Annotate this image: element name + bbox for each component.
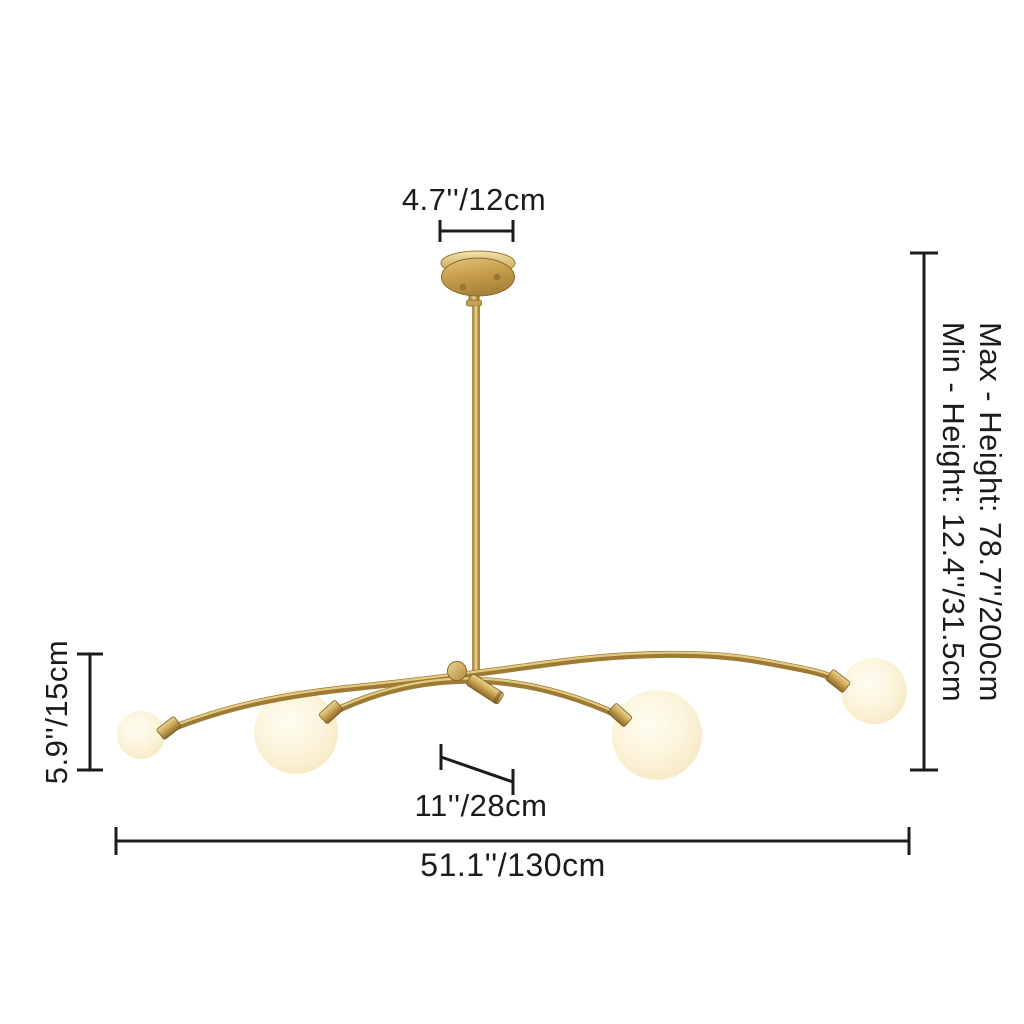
center-sleeve <box>466 673 504 705</box>
arm-long <box>164 650 844 734</box>
rod-shaft <box>472 306 480 672</box>
body-height-dimension <box>77 652 103 772</box>
height-range-label: Max - Height: 78.7''/200cm Min - Height:… <box>935 282 1009 742</box>
globe-far-left <box>117 711 165 759</box>
down-rod <box>466 288 482 672</box>
height-range-dimension <box>910 251 938 772</box>
body-height-label: 5.9''/15cm <box>39 639 74 785</box>
min-height-label: Min - Height: 12.4''/31.5cm <box>936 321 971 703</box>
dimension-lines <box>77 220 938 855</box>
canopy-screw <box>493 273 501 281</box>
globe-far-right <box>841 658 907 724</box>
max-height-label: Max - Height: 78.7''/200cm <box>973 322 1008 702</box>
socket-mid-left <box>318 700 344 724</box>
globe-mid-right <box>612 690 702 780</box>
chandelier <box>117 250 907 780</box>
rod-collar <box>466 299 482 307</box>
hub-offset-dimension <box>439 744 515 795</box>
overall-width-label: 51.1''/130cm <box>420 847 606 883</box>
socket-far-right <box>825 669 851 693</box>
canopy-face <box>441 257 515 297</box>
center-pivot-disc <box>447 661 467 681</box>
globe-mid-left <box>254 690 338 774</box>
socket-mid-right <box>607 703 633 727</box>
hub-offset-label: 11''/28cm <box>414 788 548 823</box>
overall-width-dimension <box>114 827 911 855</box>
canopy-screw <box>459 283 467 291</box>
canopy-width-label: 4.7''/12cm <box>401 182 547 217</box>
globe-sockets <box>156 669 851 740</box>
socket-far-left <box>156 716 182 740</box>
ceiling-canopy <box>440 250 516 297</box>
globes <box>117 658 907 780</box>
canopy-width-dimension <box>438 220 515 242</box>
